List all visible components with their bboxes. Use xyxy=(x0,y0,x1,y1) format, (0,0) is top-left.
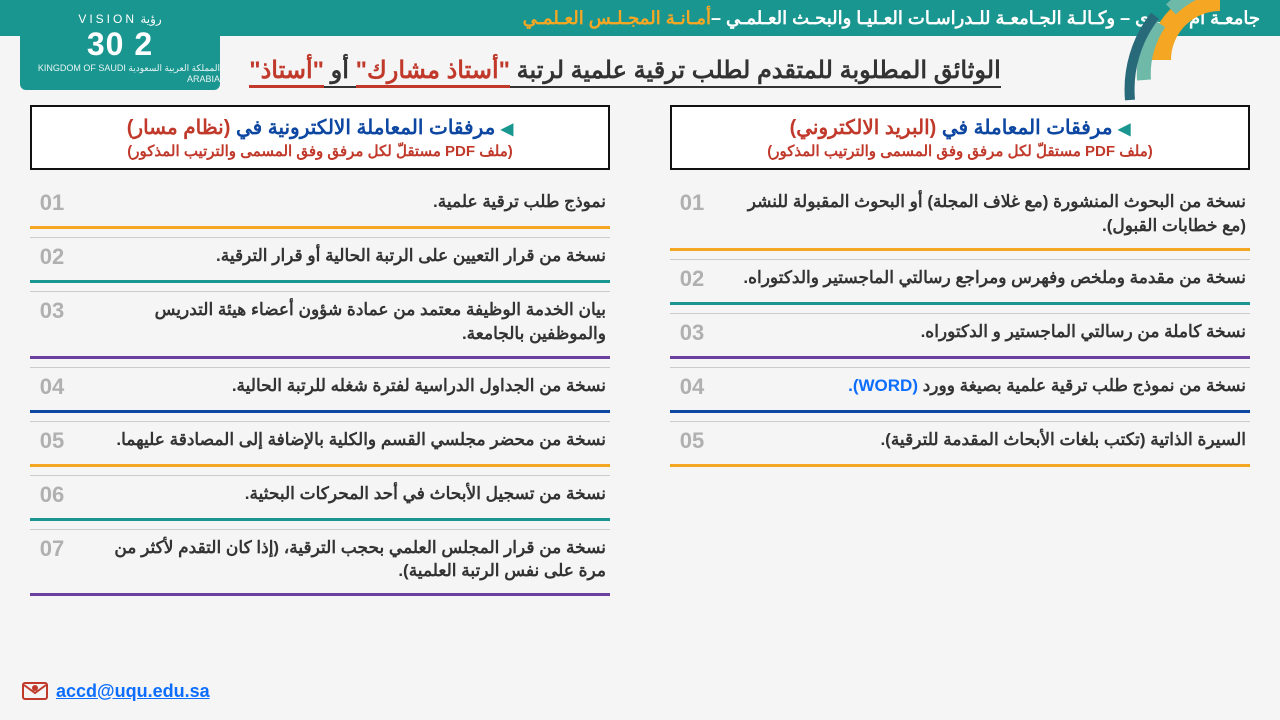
item-number: 03 xyxy=(674,320,710,346)
right-list: 01 نموذج طلب ترقية علمية. 02 نسخة من قرار ا… xyxy=(30,184,610,596)
item-number: 03 xyxy=(34,298,70,324)
left-list: 01 نسخة من البحوث المنشورة (مع غلاف المجل… xyxy=(670,184,1250,467)
chevron-icon: ◀ xyxy=(1118,121,1130,138)
title-mid: أو xyxy=(324,57,356,84)
item-text: نسخة من تسجيل الأبحاث في أحد المحركات ال… xyxy=(84,482,606,506)
title-rank2: "أستاذ" xyxy=(249,57,324,88)
item-text: نسخة من نموذج طلب ترقية علمية بصيغة وورد… xyxy=(724,374,1246,398)
list-item: 07 نسخة من قرار المجلس العلمي بحجب الترقي… xyxy=(30,529,610,597)
right-h2: (ملف PDF مستقلّ لكل مرفق وفق المسمى والت… xyxy=(46,142,594,160)
title-rank1: "أستاذ مشارك" xyxy=(356,57,510,88)
item-number: 01 xyxy=(34,190,70,216)
item-text: نسخة من البحوث المنشورة (مع غلاف المجلة)… xyxy=(724,190,1246,238)
right-h1a: مرفقات المعاملة الالكترونية في xyxy=(230,117,501,139)
header-accent: أمـانـة المجـلـس العـلمـي xyxy=(523,8,711,29)
content-area: ◀ مرفقات المعاملة الالكترونية في (نظام م… xyxy=(0,85,1280,604)
item-text: نسخة من قرار المجلس العلمي بحجب الترقية،… xyxy=(84,536,606,584)
left-column-email: ◀ مرفقات المعاملة في (البريد الالكتروني)… xyxy=(670,105,1250,604)
header-main: جامعـة أم القـرى – وكـالـة الجـامعـة للـ… xyxy=(711,8,1260,29)
list-item: 06 نسخة من تسجيل الأبحاث في أحد المحركات … xyxy=(30,475,610,521)
item-number: 05 xyxy=(34,428,70,454)
item-number: 02 xyxy=(34,244,70,270)
right-box-header: ◀ مرفقات المعاملة الالكترونية في (نظام م… xyxy=(30,105,610,170)
left-h1b: (البريد الالكتروني) xyxy=(790,117,937,139)
title-pre: الوثائق المطلوبة للمتقدم لطلب ترقية علمي… xyxy=(510,57,1001,84)
email-link[interactable]: accd@uqu.edu.sa xyxy=(56,681,210,702)
item-number: 02 xyxy=(674,266,710,292)
right-h1b: (نظام مسار) xyxy=(127,117,231,139)
list-item: 04 نسخة من نموذج طلب ترقية علمية بصيغة وو… xyxy=(670,367,1250,413)
list-item: 03 نسخة كاملة من رسالتي الماجستير و الدكت… xyxy=(670,313,1250,359)
item-text: نسخة من محضر مجلسي القسم والكلية بالإضاف… xyxy=(84,428,606,452)
vision-num: 2 30 xyxy=(87,26,153,63)
left-box-header: ◀ مرفقات المعاملة في (البريد الالكتروني)… xyxy=(670,105,1250,170)
left-h2: (ملف PDF مستقلّ لكل مرفق وفق المسمى والت… xyxy=(686,142,1234,160)
vision-bottom: المملكة العربية السعودية KINGDOM OF SAUD… xyxy=(20,63,220,84)
item-number: 06 xyxy=(34,482,70,508)
item-number: 04 xyxy=(674,374,710,400)
item-text: بيان الخدمة الوظيفة معتمد من عمادة شؤون … xyxy=(84,298,606,346)
list-item: 02 نسخة من مقدمة وملخص وفهرس ومراجع رسالت… xyxy=(670,259,1250,305)
item-text: نسخة من مقدمة وملخص وفهرس ومراجع رسالتي … xyxy=(724,266,1246,290)
item-text: السيرة الذاتية (تكتب بلغات الأبحاث المقد… xyxy=(724,428,1246,452)
item-text: نموذج طلب ترقية علمية. xyxy=(84,190,606,214)
right-column-masar: ◀ مرفقات المعاملة الالكترونية في (نظام م… xyxy=(30,105,610,604)
item-number: 01 xyxy=(674,190,710,216)
item-text: نسخة من قرار التعيين على الرتبة الحالية … xyxy=(84,244,606,268)
item-text: نسخة من الجداول الدراسية لفترة شغله للرت… xyxy=(84,374,606,398)
list-item: 01 نموذج طلب ترقية علمية. xyxy=(30,184,610,229)
chevron-icon: ◀ xyxy=(501,121,513,138)
list-item: 03 بيان الخدمة الوظيفة معتمد من عمادة شؤو… xyxy=(30,291,610,359)
item-number: 07 xyxy=(34,536,70,562)
item-number: 04 xyxy=(34,374,70,400)
word-link: (WORD). xyxy=(848,376,918,395)
left-h1a: مرفقات المعاملة في xyxy=(936,117,1118,139)
vision-2030-badge: رؤية VISION 2 30 المملكة العربية السعودي… xyxy=(20,6,220,90)
mail-icon xyxy=(22,680,48,702)
vision-top: رؤية VISION xyxy=(78,12,161,26)
item-number: 05 xyxy=(674,428,710,454)
list-item: 01 نسخة من البحوث المنشورة (مع غلاف المجل… xyxy=(670,184,1250,251)
list-item: 04 نسخة من الجداول الدراسية لفترة شغله لل… xyxy=(30,367,610,413)
list-item: 05 السيرة الذاتية (تكتب بلغات الأبحاث الم… xyxy=(670,421,1250,467)
footer-email: accd@uqu.edu.sa xyxy=(22,680,210,702)
item-text: نسخة كاملة من رسالتي الماجستير و الدكتور… xyxy=(724,320,1246,344)
list-item: 02 نسخة من قرار التعيين على الرتبة الحالي… xyxy=(30,237,610,283)
list-item: 05 نسخة من محضر مجلسي القسم والكلية بالإض… xyxy=(30,421,610,467)
